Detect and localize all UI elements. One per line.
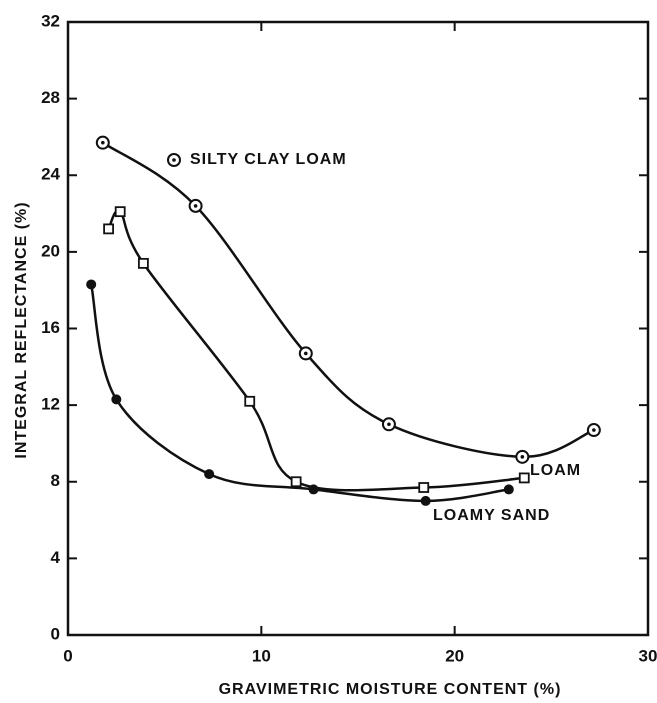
y-tick-label: 32: [41, 11, 60, 30]
y-tick-label: 20: [41, 241, 60, 260]
y-tick-label: 16: [41, 318, 60, 337]
y-tick-label: 8: [51, 471, 60, 490]
series-label: SILTY CLAY LOAM: [190, 151, 347, 168]
x-tick-label: 30: [639, 646, 657, 665]
point: [290, 476, 302, 488]
point-center: [520, 455, 525, 459]
y-tick-label: 0: [51, 624, 60, 643]
point: [114, 206, 126, 218]
x-tick-label: 20: [445, 646, 464, 665]
y-tick-label: 24: [41, 165, 60, 184]
x-tick-label: 0: [63, 646, 72, 665]
point: [137, 257, 149, 269]
series-label: LOAMY SAND: [433, 507, 550, 524]
point: [518, 472, 530, 484]
point-center: [101, 140, 105, 145]
y-axis-label: INTEGRAL REFLECTANCE (%): [13, 201, 30, 458]
point: [503, 484, 514, 495]
point: [418, 482, 430, 493]
legend-marker: [172, 158, 176, 162]
point: [420, 495, 431, 506]
y-tick-label: 4: [51, 548, 61, 567]
point-center: [387, 422, 391, 427]
plot-frame: [66, 20, 650, 637]
point: [204, 469, 215, 480]
series-label: LOAM: [530, 462, 581, 479]
fit-curve: [89, 284, 509, 503]
point: [111, 394, 122, 405]
x-tick-label: 10: [252, 646, 271, 665]
y-tick-label: 12: [41, 395, 60, 414]
x-axis-label: GRAVIMETRIC MOISTURE CONTENT (%): [219, 681, 562, 698]
point-center: [592, 428, 596, 432]
point-center: [304, 351, 308, 356]
point: [308, 484, 319, 495]
point-center: [193, 204, 198, 208]
point: [244, 395, 256, 407]
fit-curve: [102, 141, 595, 459]
y-tick-label: 28: [41, 88, 60, 107]
point: [103, 223, 114, 235]
point: [86, 279, 97, 290]
